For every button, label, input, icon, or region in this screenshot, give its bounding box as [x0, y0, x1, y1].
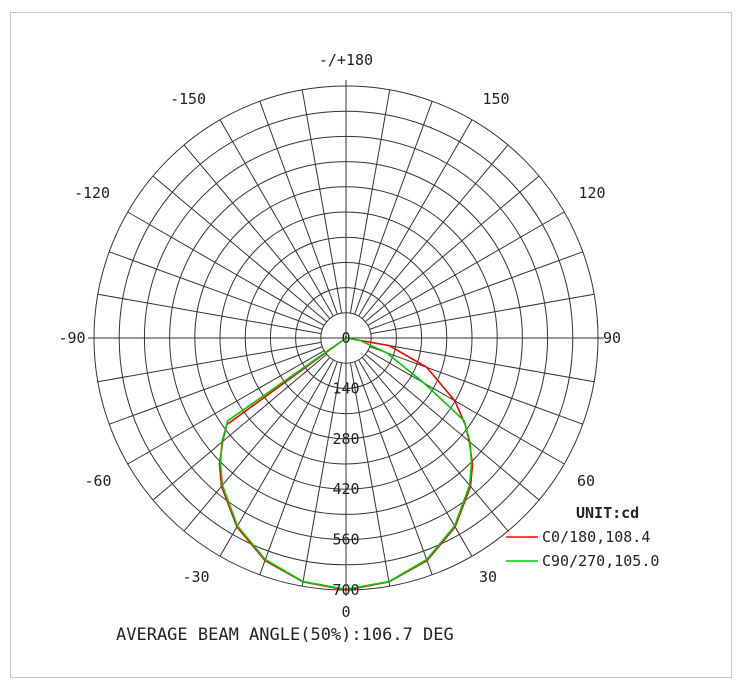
angle-label: -90	[58, 329, 85, 347]
grid-spoke	[219, 119, 334, 317]
grid-spoke	[97, 293, 322, 335]
grid-spoke	[369, 251, 583, 330]
grid-spoke	[364, 175, 540, 323]
grid-spoke	[301, 362, 343, 587]
grid-spoke	[183, 144, 331, 320]
angle-label: -60	[84, 472, 111, 490]
grid-spoke	[259, 101, 338, 315]
grid-spoke	[127, 350, 325, 465]
grid-spoke	[127, 211, 325, 326]
radial-tick-label: 140	[332, 379, 359, 397]
grid-spoke	[367, 350, 565, 465]
grid-spoke	[354, 361, 433, 575]
unit-label: UNIT:cd	[576, 504, 639, 522]
grid-spoke	[358, 119, 473, 317]
legend: UNIT:cd C0/180,108.4 C90/270,105.0	[506, 504, 659, 570]
grid-spoke	[152, 175, 328, 323]
angle-labels: -/+180 150 -150 120 -120 90 -90 60 -60 30 -30 0	[58, 51, 621, 621]
angle-label: 30	[479, 568, 497, 586]
grid-spoke	[349, 89, 391, 314]
grid-spoke	[109, 346, 323, 425]
angle-label: -120	[74, 184, 110, 202]
grid-spoke	[152, 353, 328, 501]
angle-label: 60	[577, 472, 595, 490]
grid-spoke	[358, 359, 473, 557]
grid-spoke	[370, 293, 595, 335]
grid-spoke	[183, 356, 331, 532]
grid-spoke	[97, 341, 322, 383]
grid-spoke	[349, 362, 391, 587]
grid-spoke	[219, 359, 334, 557]
radial-tick-label: 560	[332, 531, 359, 549]
legend-entry: C90/270,105.0	[542, 552, 659, 570]
angle-label: -30	[182, 568, 209, 586]
grid-spoke	[109, 251, 323, 330]
grid-spoke	[354, 101, 433, 315]
grid-spoke	[259, 361, 338, 575]
legend-entry: C0/180,108.4	[542, 528, 650, 546]
angle-label: 150	[482, 90, 509, 108]
grid-spoke	[369, 346, 583, 425]
grid-spoke	[361, 144, 509, 320]
intensity-curves	[218, 337, 474, 591]
radial-tick-label: 700	[332, 581, 359, 599]
angle-label: -150	[170, 90, 206, 108]
grid-spoke	[370, 341, 595, 383]
radial-tick-label: 420	[332, 480, 359, 498]
angle-label: 90	[603, 329, 621, 347]
grid-spoke	[367, 211, 565, 326]
grid-spoke	[361, 356, 509, 532]
radial-tick-label: 0	[341, 329, 350, 347]
angle-label: -/+180	[319, 51, 373, 69]
series-curve-1	[219, 337, 473, 591]
radial-tick-labels: 0 140 280 420 560 700	[332, 329, 359, 599]
angle-label: 120	[578, 184, 605, 202]
angle-label: 0	[341, 603, 350, 621]
beam-angle-caption: AVERAGE BEAM ANGLE(50%):106.7 DEG	[116, 625, 454, 645]
radial-tick-label: 280	[332, 430, 359, 448]
grid-spoke	[364, 353, 540, 501]
grid-spoke	[301, 89, 343, 314]
